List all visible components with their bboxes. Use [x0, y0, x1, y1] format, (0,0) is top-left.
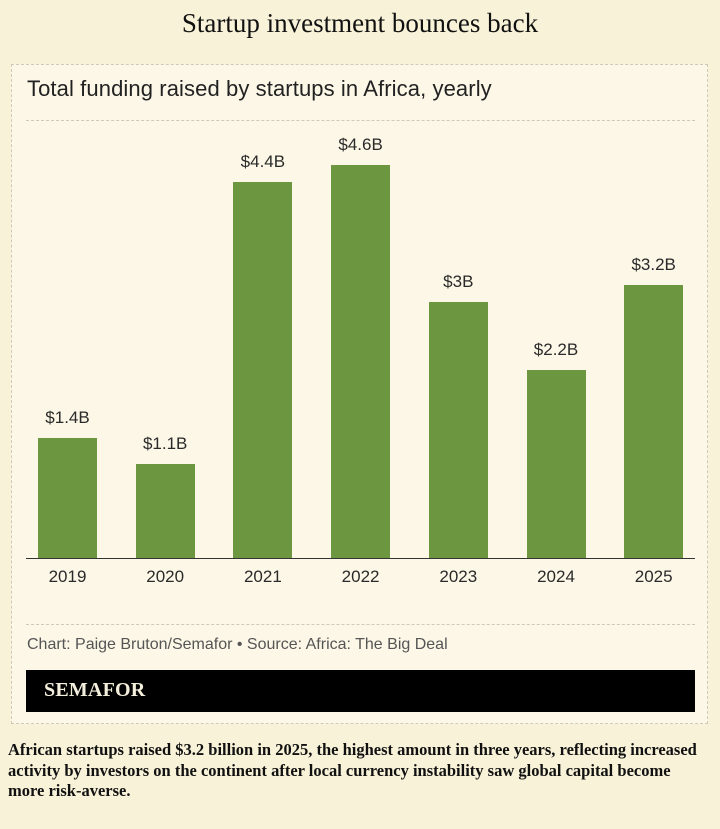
x-tick-label: 2025: [634, 567, 673, 586]
chart-title: Total funding raised by startups in Afri…: [27, 76, 492, 101]
value-label: $1.4B: [45, 408, 90, 428]
brand-footer: SEMAFOR: [26, 670, 695, 712]
value-label: $4.4B: [240, 152, 286, 172]
headline: Startup investment bounces back: [181, 8, 539, 38]
bar-2023: [428, 301, 488, 558]
value-label: $3B: [443, 271, 474, 291]
bar-chart: $1.4B 2019 $1.1B 2020 $4.4B 2021 $4.6B 2022 $3B 2…: [38, 135, 684, 586]
bar-2024: [526, 370, 586, 558]
x-axis-baseline: [26, 558, 695, 559]
value-label: $2.2B: [533, 340, 579, 360]
x-tick-label: 2020: [146, 567, 185, 586]
x-tick-label: 2019: [48, 567, 87, 586]
bar-2021: [233, 182, 293, 558]
chart-credit: Chart: Paige Bruton/Semafor • Source: Af…: [27, 636, 448, 653]
bottom-divider: [26, 624, 695, 625]
top-divider: [26, 120, 695, 121]
x-tick-label: 2023: [439, 567, 478, 586]
value-label: $4.6B: [338, 135, 383, 154]
x-tick-label: 2021: [243, 567, 282, 586]
x-tick-label: 2024: [537, 567, 575, 586]
bar-2019: [38, 438, 97, 558]
x-tick-label: 2022: [341, 567, 380, 586]
bar-2020: [135, 464, 195, 558]
bar-2025: [624, 284, 684, 558]
brand-logo: SEMAFOR: [44, 679, 146, 701]
bar-2022: [331, 165, 391, 558]
caption: African startups raised $3.2 billion in …: [8, 740, 697, 800]
value-label: $3.2B: [631, 254, 676, 274]
value-label: $1.1B: [142, 434, 188, 454]
